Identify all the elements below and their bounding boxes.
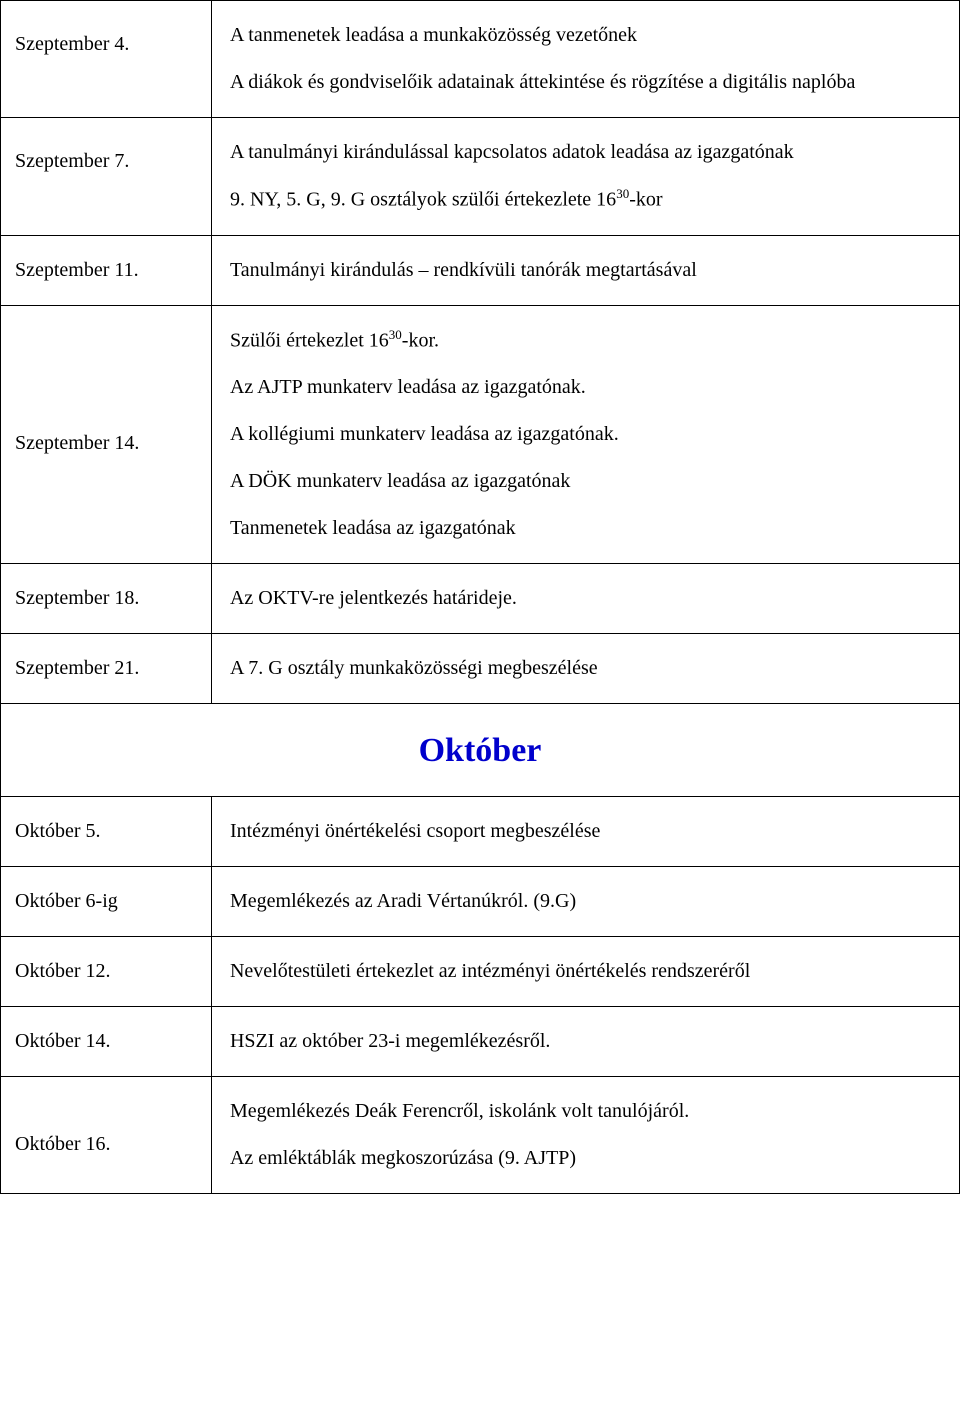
content-cell-oct12: Nevelőtestületi értekezlet az intézményi… — [211, 937, 959, 1007]
content-cell-sep18: Az OKTV-re jelentkezés határideje. — [211, 564, 959, 634]
table-row: Szeptember 4. A tanmenetek leadása a mun… — [1, 1, 960, 118]
text-line: Az OKTV-re jelentkezés határideje. — [230, 584, 939, 613]
text-line: Az emléktáblák megkoszorúzása (9. AJTP) — [230, 1144, 939, 1173]
table-row: Október 16. Megemlékezés Deák Ferencről,… — [1, 1077, 960, 1194]
table-row: Szeptember 21. A 7. G osztály munkaközös… — [1, 634, 960, 704]
table-row: Szeptember 11. Tanulmányi kirándulás – r… — [1, 235, 960, 305]
text-line: Az AJTP munkaterv leadása az igazgatónak… — [230, 373, 939, 402]
content-cell-oct14: HSZI az október 23-i megemlékezésről. — [211, 1007, 959, 1077]
text-line: Tanulmányi kirándulás – rendkívüli tanór… — [230, 256, 939, 285]
text-line: A DÖK munkaterv leadása az igazgatónak — [230, 467, 939, 496]
content-cell-sep11: Tanulmányi kirándulás – rendkívüli tanór… — [211, 235, 959, 305]
text-line: A 7. G osztály munkaközösségi megbeszélé… — [230, 654, 939, 683]
table-row: Szeptember 14. Szülői értekezlet 1630-ko… — [1, 305, 960, 564]
month-heading: Október — [1, 732, 959, 770]
table-row: Október 6-ig Megemlékezés az Aradi Vérta… — [1, 867, 960, 937]
text-line: Szülői értekezlet 1630-kor. — [230, 326, 939, 356]
table-row: Október 5. Intézményi önértékelési csopo… — [1, 797, 960, 867]
date-cell-sep21: Szeptember 21. — [1, 634, 212, 704]
date-cell-sep14: Szeptember 14. — [1, 305, 212, 564]
text-line: Nevelőtestületi értekezlet az intézményi… — [230, 957, 939, 986]
month-heading-cell: Október — [1, 704, 960, 797]
schedule-table: Szeptember 4. A tanmenetek leadása a mun… — [0, 0, 960, 1194]
date-cell-sep18: Szeptember 18. — [1, 564, 212, 634]
page-container: Szeptember 4. A tanmenetek leadása a mun… — [0, 0, 960, 1194]
content-cell-sep7: A tanulmányi kirándulással kapcsolatos a… — [211, 118, 959, 236]
date-cell-sep4: Szeptember 4. — [1, 1, 212, 118]
table-row: Szeptember 7. A tanulmányi kirándulással… — [1, 118, 960, 236]
text-line: Intézményi önértékelési csoport megbeszé… — [230, 817, 939, 846]
content-cell-sep4: A tanmenetek leadása a munkaközösség vez… — [211, 1, 959, 118]
table-row: Október 14. HSZI az október 23-i megemlé… — [1, 1007, 960, 1077]
table-row: Október 12. Nevelőtestületi értekezlet a… — [1, 937, 960, 1007]
text-line: Tanmenetek leadása az igazgatónak — [230, 514, 939, 543]
date-cell-oct14: Október 14. — [1, 1007, 212, 1077]
text-fragment: -kor. — [402, 329, 439, 351]
date-cell-oct12: Október 12. — [1, 937, 212, 1007]
content-cell-oct6ig: Megemlékezés az Aradi Vértanúkról. (9.G) — [211, 867, 959, 937]
text-line: A tanulmányi kirándulással kapcsolatos a… — [230, 138, 939, 167]
date-cell-sep7: Szeptember 7. — [1, 118, 212, 236]
text-line: A tanmenetek leadása a munkaközösség vez… — [230, 21, 939, 50]
text-line: 9. NY, 5. G, 9. G osztályok szülői értek… — [230, 185, 939, 215]
table-row: Szeptember 18. Az OKTV-re jelentkezés ha… — [1, 564, 960, 634]
date-cell-oct6ig: Október 6-ig — [1, 867, 212, 937]
superscript: 30 — [616, 186, 629, 201]
text-fragment: 9. NY, 5. G, 9. G osztályok szülői értek… — [230, 189, 616, 211]
text-line: HSZI az október 23-i megemlékezésről. — [230, 1027, 939, 1056]
text-line: A diákok és gondviselőik adatainak áttek… — [230, 68, 939, 97]
text-line: A kollégiumi munkaterv leadása az igazga… — [230, 420, 939, 449]
content-cell-sep14: Szülői értekezlet 1630-kor. Az AJTP munk… — [211, 305, 959, 564]
text-line: Megemlékezés Deák Ferencről, iskolánk vo… — [230, 1097, 939, 1126]
content-cell-oct16: Megemlékezés Deák Ferencről, iskolánk vo… — [211, 1077, 959, 1194]
date-cell-sep11: Szeptember 11. — [1, 235, 212, 305]
content-cell-oct5: Intézményi önértékelési csoport megbeszé… — [211, 797, 959, 867]
superscript: 30 — [389, 327, 402, 342]
text-line: Megemlékezés az Aradi Vértanúkról. (9.G) — [230, 887, 939, 916]
date-cell-oct16: Október 16. — [1, 1077, 212, 1194]
date-cell-oct5: Október 5. — [1, 797, 212, 867]
table-row-month-heading: Október — [1, 704, 960, 797]
text-fragment: Szülői értekezlet 16 — [230, 329, 389, 351]
text-fragment: -kor — [629, 189, 662, 211]
content-cell-sep21: A 7. G osztály munkaközösségi megbeszélé… — [211, 634, 959, 704]
